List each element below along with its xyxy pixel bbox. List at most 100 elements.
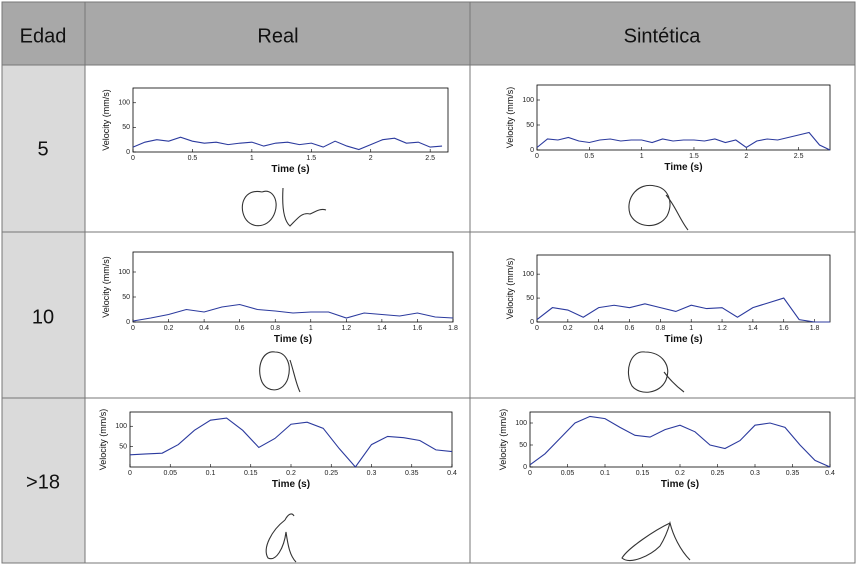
y-tick-label: 50 <box>526 122 534 129</box>
x-axis-label: Time (s) <box>664 162 702 173</box>
plot-frame <box>132 87 449 153</box>
x-axis-label: Time (s) <box>661 479 699 490</box>
velocity-line <box>536 297 830 323</box>
x-tick-label: 1.8 <box>810 325 820 332</box>
x-tick-label: 1 <box>250 155 254 162</box>
y-tick-label: 0 <box>126 149 130 156</box>
age-cell: >18 <box>26 471 60 493</box>
age-column <box>2 65 85 563</box>
y-tick-label: 50 <box>122 124 130 131</box>
plot-frame <box>129 411 453 468</box>
velocity-line <box>536 131 831 151</box>
y-tick-label: 100 <box>118 100 130 107</box>
x-tick-label: 0.5 <box>188 155 198 162</box>
x-tick-label: 0.4 <box>447 470 457 477</box>
y-tick-label: 0 <box>126 319 130 326</box>
x-tick-label: 0.2 <box>286 470 296 477</box>
header-cell: Sintética <box>624 25 702 47</box>
y-tick-label: 100 <box>118 269 130 276</box>
x-tick-label: 0 <box>131 325 135 332</box>
velocity-line <box>132 303 454 322</box>
x-tick-label: 1.8 <box>448 325 458 332</box>
header-cell: Edad <box>20 25 67 47</box>
x-tick-label: 1.5 <box>306 155 316 162</box>
x-tick-label: 0.3 <box>367 470 377 477</box>
x-axis-label: Time (s) <box>271 164 309 175</box>
y-tick-label: 100 <box>522 271 534 278</box>
x-tick-label: 0.6 <box>235 325 245 332</box>
y-tick-label: 100 <box>522 97 534 104</box>
header-row <box>2 2 855 65</box>
x-tick-label: 1 <box>689 325 693 332</box>
y-tick-label: 0 <box>530 147 534 154</box>
y-axis-label: Velocity (mm/s) <box>101 256 111 318</box>
x-tick-label: 0 <box>128 470 132 477</box>
y-tick-label: 100 <box>115 423 127 430</box>
x-tick-label: 0.2 <box>563 325 573 332</box>
x-tick-label: 1.4 <box>748 325 758 332</box>
x-tick-label: 1 <box>309 325 313 332</box>
plot-frame <box>132 251 454 323</box>
x-tick-label: 0 <box>131 155 135 162</box>
plot-frame <box>529 411 831 468</box>
handwriting-sketch <box>241 184 691 563</box>
x-tick-label: 1.2 <box>341 325 351 332</box>
x-tick-label: 0.8 <box>270 325 280 332</box>
x-tick-label: 0.35 <box>405 470 419 477</box>
velocity-line <box>529 415 831 468</box>
x-tick-label: 0.8 <box>656 325 666 332</box>
x-tick-label: 0.2 <box>675 470 685 477</box>
x-tick-label: 1.5 <box>689 153 699 160</box>
y-axis-label: Velocity (mm/s) <box>498 409 508 471</box>
x-tick-label: 0 <box>528 470 532 477</box>
x-tick-label: 1.2 <box>717 325 727 332</box>
x-tick-label: 0.25 <box>324 470 338 477</box>
x-tick-label: 0.35 <box>786 470 800 477</box>
x-tick-label: 0.05 <box>163 470 177 477</box>
x-tick-label: 0 <box>535 153 539 160</box>
x-tick-label: 0.15 <box>636 470 650 477</box>
x-tick-label: 0 <box>535 325 539 332</box>
x-tick-label: 0.5 <box>584 153 594 160</box>
x-tick-label: 2 <box>744 153 748 160</box>
x-tick-label: 0.25 <box>711 470 725 477</box>
x-tick-label: 1.6 <box>779 325 789 332</box>
x-tick-label: 2 <box>369 155 373 162</box>
y-tick-label: 50 <box>519 442 527 449</box>
x-tick-label: 0.6 <box>625 325 635 332</box>
x-tick-label: 0.2 <box>164 325 174 332</box>
y-tick-label: 100 <box>515 420 527 427</box>
age-cell: 10 <box>32 306 54 328</box>
x-axis-label: Time (s) <box>272 479 310 490</box>
x-axis-label: Time (s) <box>274 334 312 345</box>
header-cell: Real <box>257 25 298 47</box>
y-tick-label: 0 <box>523 464 527 471</box>
y-tick-label: 50 <box>122 294 130 301</box>
x-tick-label: 0.3 <box>750 470 760 477</box>
x-axis-label: Time (s) <box>664 334 702 345</box>
y-axis-label: Velocity (mm/s) <box>98 409 108 471</box>
x-tick-label: 0.4 <box>594 325 604 332</box>
x-tick-label: 2.5 <box>794 153 804 160</box>
x-tick-label: 0.05 <box>561 470 575 477</box>
x-tick-label: 0.1 <box>206 470 216 477</box>
y-axis-label: Velocity (mm/s) <box>505 258 515 320</box>
x-tick-label: 0.4 <box>825 470 835 477</box>
x-tick-label: 1.6 <box>413 325 423 332</box>
y-tick-label: 50 <box>119 443 127 450</box>
velocity-line <box>129 417 453 468</box>
plot-frame <box>536 254 831 323</box>
x-tick-label: 1 <box>640 153 644 160</box>
y-axis-label: Velocity (mm/s) <box>101 89 111 151</box>
x-tick-label: 0.1 <box>600 470 610 477</box>
x-tick-label: 1.4 <box>377 325 387 332</box>
y-tick-label: 50 <box>526 295 534 302</box>
x-tick-label: 2.5 <box>425 155 435 162</box>
age-cell: 5 <box>37 138 48 160</box>
y-axis-label: Velocity (mm/s) <box>505 87 515 149</box>
x-tick-label: 0.15 <box>244 470 258 477</box>
x-tick-label: 0.4 <box>199 325 209 332</box>
velocity-line <box>132 136 443 151</box>
